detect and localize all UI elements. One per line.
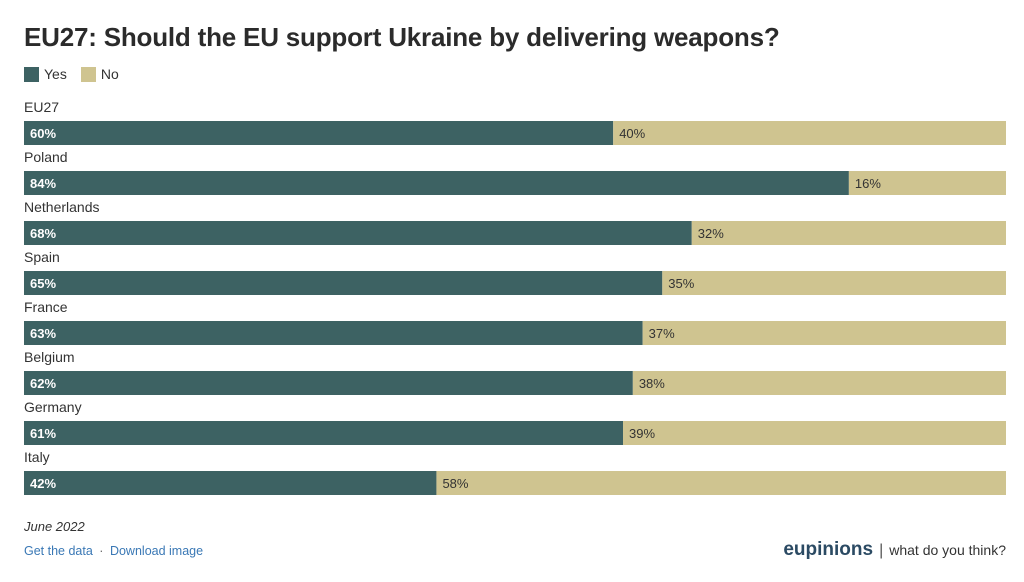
link-separator: · xyxy=(99,544,104,558)
data-label-yes-eu27: 60% xyxy=(30,126,56,141)
footer-links: Get the data · Download image xyxy=(24,544,203,558)
category-label-poland: Poland xyxy=(24,149,68,165)
data-label-no-italy: 58% xyxy=(442,476,468,491)
chart-title: EU27: Should the EU support Ukraine by d… xyxy=(24,22,780,52)
data-label-no-belgium: 38% xyxy=(639,376,665,391)
bar-no-italy xyxy=(436,471,1006,495)
data-label-yes-netherlands: 68% xyxy=(30,226,56,241)
bar-yes-france xyxy=(24,321,643,345)
legend-item-no: No xyxy=(80,66,119,82)
brand: eupinions | what do you think? xyxy=(783,539,1006,561)
data-label-no-spain: 35% xyxy=(668,276,694,291)
bar-yes-eu27 xyxy=(24,121,614,145)
data-label-no-germany: 39% xyxy=(629,426,655,441)
legend-label-no: No xyxy=(100,66,119,82)
legend-label-yes: Yes xyxy=(44,66,67,82)
legend-swatch-yes xyxy=(24,66,39,82)
category-label-germany: Germany xyxy=(24,399,82,415)
bar-no-germany xyxy=(623,421,1006,445)
brand-divider: | xyxy=(879,542,884,559)
category-label-netherlands: Netherlands xyxy=(24,199,100,215)
legend: Yes No xyxy=(24,66,133,82)
data-label-no-netherlands: 32% xyxy=(698,226,724,241)
bar-yes-italy xyxy=(24,471,437,495)
category-label-italy: Italy xyxy=(24,449,50,465)
category-label-france: France xyxy=(24,299,68,315)
data-label-no-poland: 16% xyxy=(855,176,881,191)
data-label-no-eu27: 40% xyxy=(619,126,645,141)
bar-yes-poland xyxy=(24,171,849,195)
bar-no-netherlands xyxy=(691,221,1006,245)
brand-tagline: what do you think? xyxy=(889,542,1006,558)
category-label-spain: Spain xyxy=(24,249,60,265)
bar-no-france xyxy=(642,321,1006,345)
bar-no-spain xyxy=(662,271,1006,295)
bar-yes-spain xyxy=(24,271,663,295)
legend-item-yes: Yes xyxy=(24,66,67,82)
legend-swatch-no xyxy=(80,66,96,82)
data-label-yes-belgium: 62% xyxy=(30,376,56,391)
stacked-bar-chart: EU27 60% 40% Poland 84% 16% Netherlands 68% 32% S… xyxy=(24,99,1006,495)
brand-logo[interactable]: eupinions xyxy=(783,539,874,560)
data-label-yes-spain: 65% xyxy=(30,276,56,291)
data-label-yes-france: 63% xyxy=(30,326,56,341)
bar-yes-germany xyxy=(24,421,624,445)
data-label-yes-germany: 61% xyxy=(30,426,56,441)
download-image-link[interactable]: Download image xyxy=(109,544,204,558)
bar-no-belgium xyxy=(632,371,1006,395)
data-label-yes-poland: 84% xyxy=(30,176,56,191)
get-data-link[interactable]: Get the data xyxy=(24,544,93,558)
bar-no-eu27 xyxy=(613,121,1006,145)
category-label-belgium: Belgium xyxy=(24,349,75,365)
survey-date: June 2022 xyxy=(24,519,85,534)
data-label-no-france: 37% xyxy=(649,326,675,341)
data-label-yes-italy: 42% xyxy=(30,476,56,491)
category-label-eu27: EU27 xyxy=(24,99,59,115)
bar-no-poland xyxy=(848,171,1006,195)
bar-yes-netherlands xyxy=(24,221,692,245)
bar-yes-belgium xyxy=(24,371,633,395)
